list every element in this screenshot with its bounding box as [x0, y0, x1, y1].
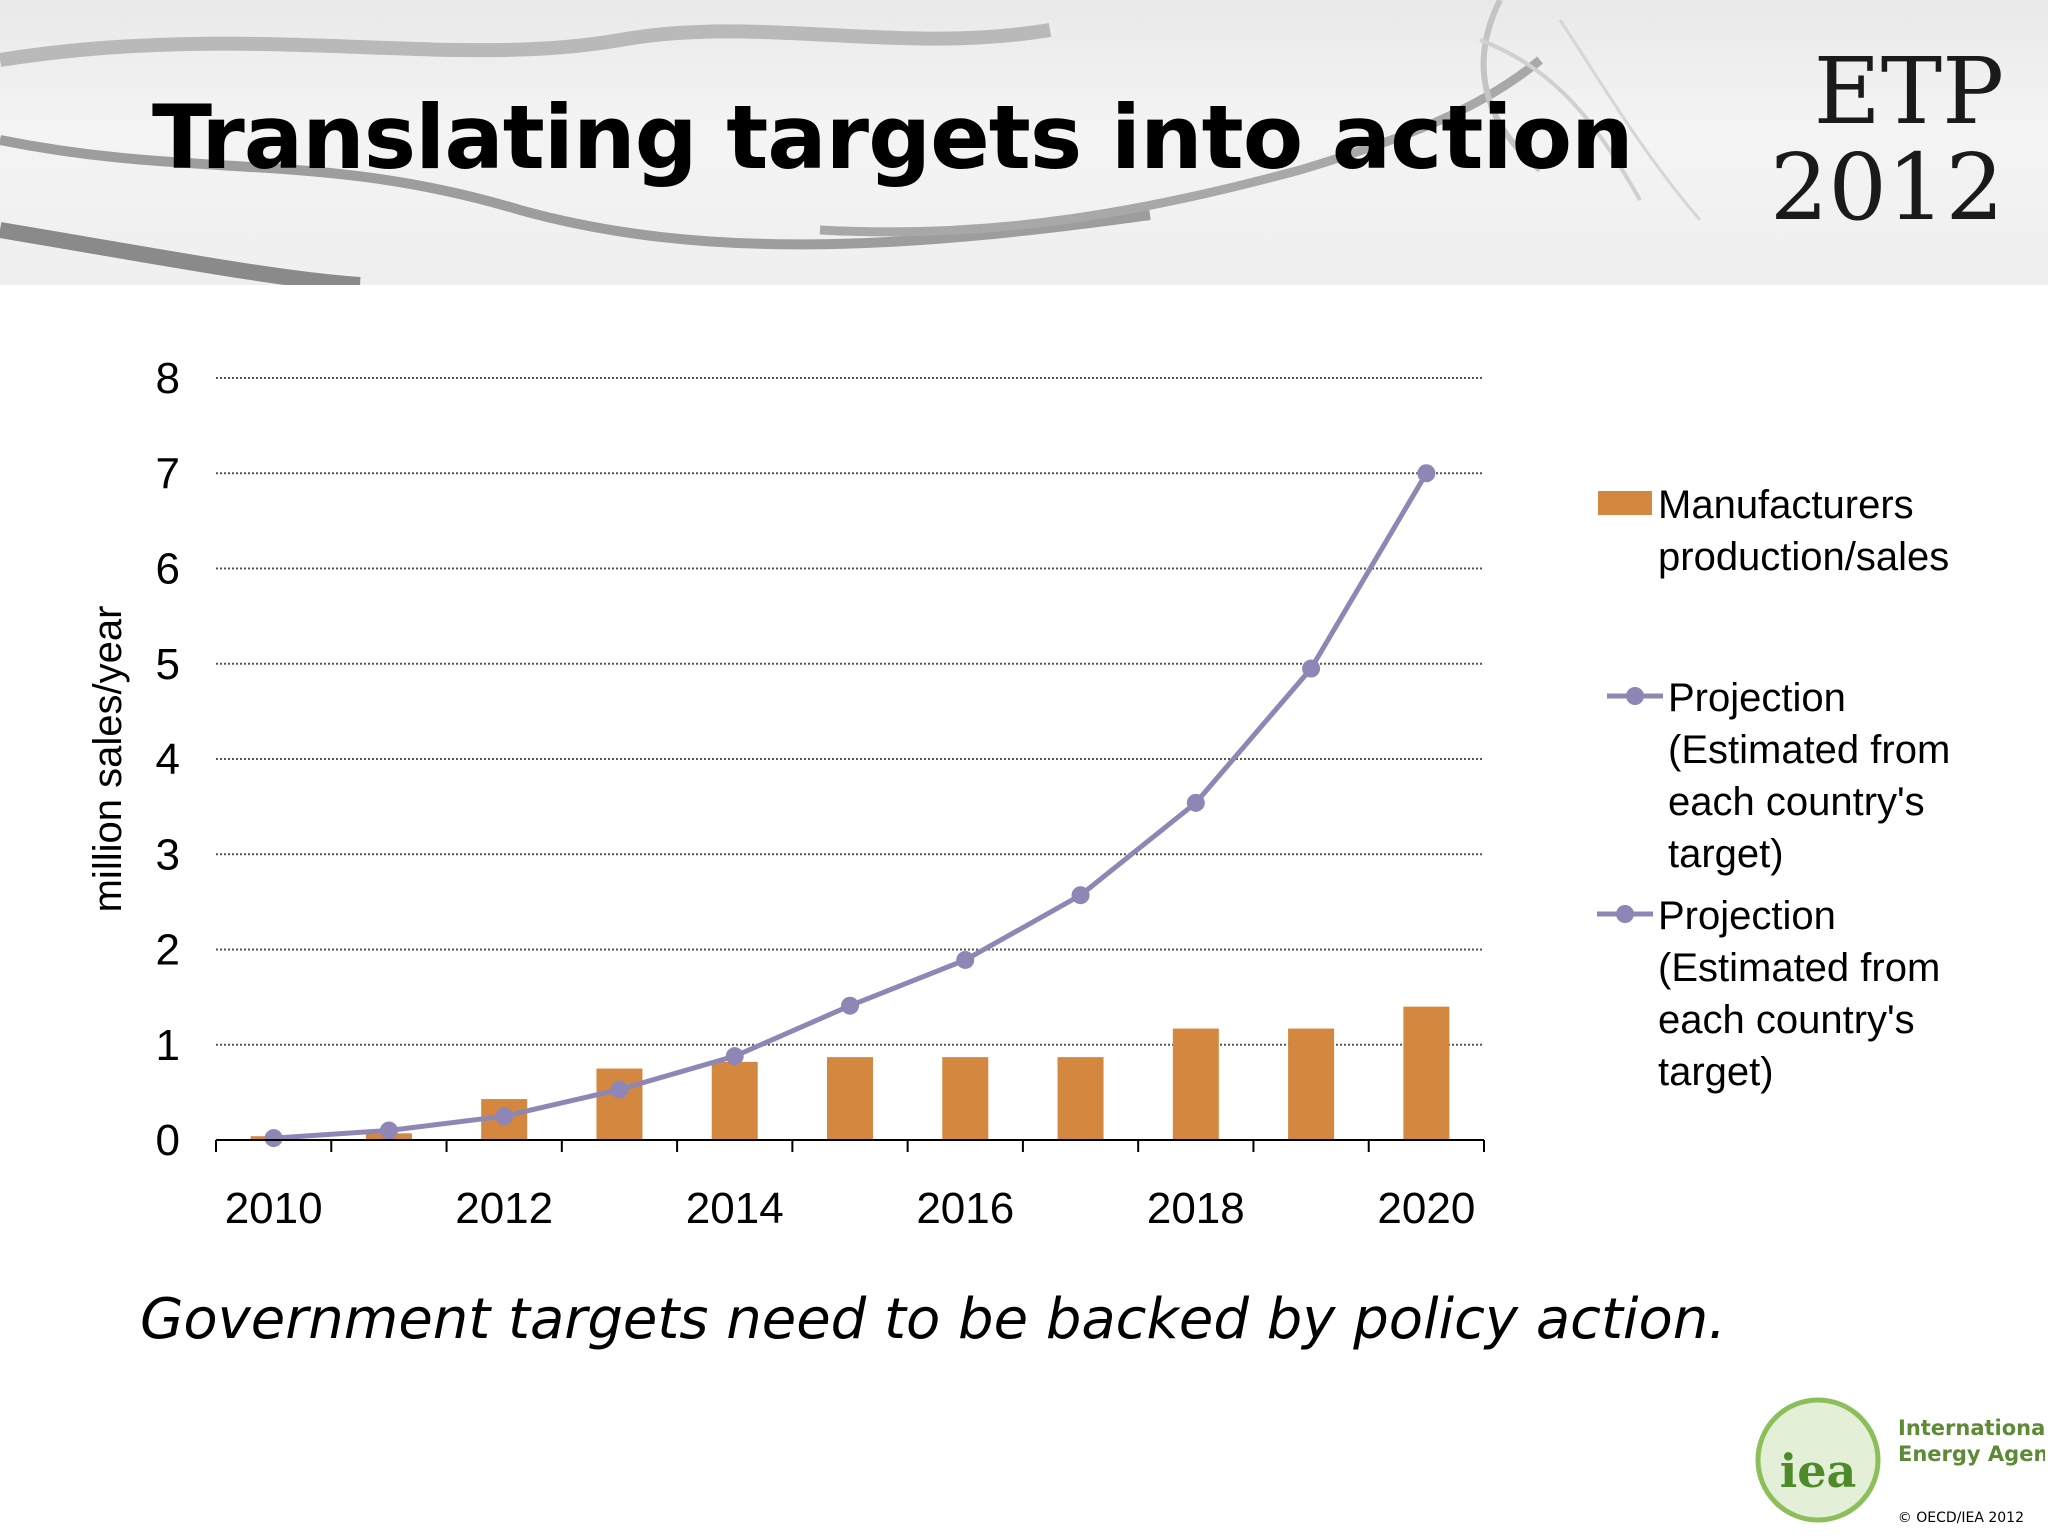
iea-logo-name-line1: International — [1898, 1416, 2045, 1440]
y-tick-label: 7 — [156, 449, 180, 498]
y-tick-label: 5 — [156, 640, 180, 689]
legend-label-line: each country's — [1658, 998, 1915, 1042]
legend-label-line: target) — [1668, 832, 1784, 876]
chart-projection-line — [264, 464, 1436, 1148]
bar — [1057, 1057, 1104, 1140]
y-tick-label: 1 — [156, 1021, 180, 1070]
legend-label-line: Projection — [1658, 894, 1836, 938]
y-axis-title: million sales/year — [86, 606, 130, 913]
projection-point — [264, 1129, 283, 1148]
legend-swatch-marker — [1626, 687, 1644, 705]
iea-logo-mark: iea — [1780, 1444, 1857, 1498]
projection-point — [956, 950, 975, 969]
slide-caption: Government targets need to be backed by … — [140, 1287, 1727, 1352]
slide-title: Translating targets into action — [152, 86, 1634, 189]
iea-logo-name-line2: Energy Agency — [1898, 1442, 2045, 1466]
bar — [596, 1068, 643, 1140]
legend-swatch-bar — [1598, 491, 1652, 515]
bar — [827, 1057, 873, 1140]
header-background-art — [0, 0, 1702, 285]
chart-bars — [250, 1006, 1450, 1140]
bar — [942, 1057, 989, 1140]
sales-chart: 0 1 2 3 4 5 6 7 8 2010 2012 2014 2016 2018 2020 million… — [86, 354, 1950, 1233]
projection-point — [379, 1121, 398, 1140]
chart-axes: 0 1 2 3 4 5 6 7 8 2010 2012 2014 2016 2018 2020 million… — [86, 354, 1485, 1233]
y-tick-label: 3 — [156, 830, 180, 879]
chart-gridlines — [216, 377, 1484, 1046]
legend-label-line: target) — [1658, 1050, 1774, 1094]
badge-line-year: 2012 — [1769, 134, 2004, 241]
y-tick-label: 6 — [156, 545, 180, 594]
legend-swatch-marker — [1616, 905, 1634, 923]
legend-entry-projection: Projection (Estimated from each country's t… — [1597, 894, 1940, 1094]
iea-logo-disc — [1758, 1400, 1878, 1520]
projection-point — [610, 1080, 629, 1099]
legend-label-line: (Estimated from — [1668, 728, 1950, 772]
etp-2012-badge: ETP 2012 — [1770, 44, 2004, 236]
y-tick-label: 4 — [156, 735, 180, 784]
chart-legend: Manufacturers production/sales Projection (… — [1597, 483, 1950, 1094]
projection-series-line — [273, 471, 1429, 1141]
bar — [711, 1061, 758, 1140]
x-tick-label: 2014 — [686, 1184, 784, 1233]
projection-point — [725, 1047, 744, 1066]
projection-point — [495, 1107, 514, 1126]
legend-label-line: Manufacturers — [1658, 483, 1914, 527]
copyright-notice: © OECD/IEA 2012 — [1897, 1510, 2024, 1526]
projection-point — [1186, 793, 1205, 812]
iea-logo-ring — [1755, 1397, 1881, 1523]
x-tick-label: 2016 — [916, 1184, 1014, 1233]
x-tick-label: 2020 — [1377, 1184, 1475, 1233]
badge-line-etp: ETP — [1813, 38, 2004, 145]
bar — [1403, 1006, 1450, 1140]
legend-label-line: (Estimated from — [1658, 946, 1940, 990]
projection-point — [1417, 464, 1436, 483]
iea-logo: iea International Energy Agency — [1755, 1397, 2045, 1523]
projection-point — [841, 996, 859, 1015]
y-tick-label: 0 — [156, 1116, 180, 1165]
bar — [1172, 1028, 1219, 1140]
projection-point — [1071, 886, 1090, 905]
y-tick-label: 2 — [156, 926, 180, 975]
x-tick-label: 2012 — [455, 1184, 553, 1233]
legend-entry-bars: Manufacturers production/sales — [1598, 483, 1949, 579]
x-tick-label: 2018 — [1147, 1184, 1245, 1233]
projection-point — [1302, 659, 1321, 678]
legend-label-line: each country's — [1668, 780, 1925, 824]
y-tick-label: 8 — [156, 354, 180, 403]
legend-entry-projection: Projection (Estimated from each country's t… — [1607, 676, 1950, 876]
x-tick-label: 2010 — [225, 1184, 323, 1233]
legend-label-line: production/sales — [1658, 535, 1949, 579]
bar — [1288, 1028, 1335, 1140]
legend-label-line: Projection — [1668, 676, 1846, 720]
slide-header: Translating targets into action ETP 2012 — [0, 0, 2048, 285]
